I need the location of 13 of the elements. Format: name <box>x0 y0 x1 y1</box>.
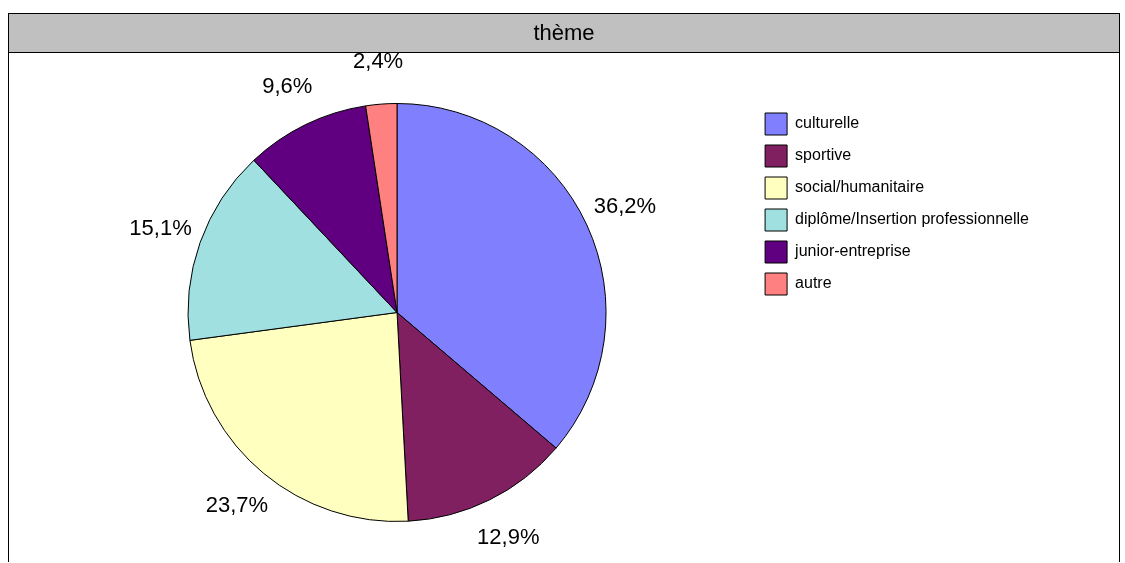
legend-label: culturelle <box>795 114 860 132</box>
data-label: 12,9% <box>477 523 540 549</box>
data-label: 36,2% <box>593 193 657 219</box>
legend-label: social/humanitaire <box>795 178 925 196</box>
chart-title: thème <box>533 20 595 45</box>
legend-label: autre <box>795 274 832 292</box>
data-label: 23,7% <box>205 491 269 517</box>
data-label: 15,1% <box>129 214 192 240</box>
legend-label: diplôme/Insertion professionnelle <box>795 210 1030 228</box>
legend-label: junior-entreprise <box>794 242 911 260</box>
legend-label: sportive <box>795 146 852 164</box>
data-label: 2,4% <box>353 48 404 74</box>
data-label: 9,6% <box>262 72 313 98</box>
